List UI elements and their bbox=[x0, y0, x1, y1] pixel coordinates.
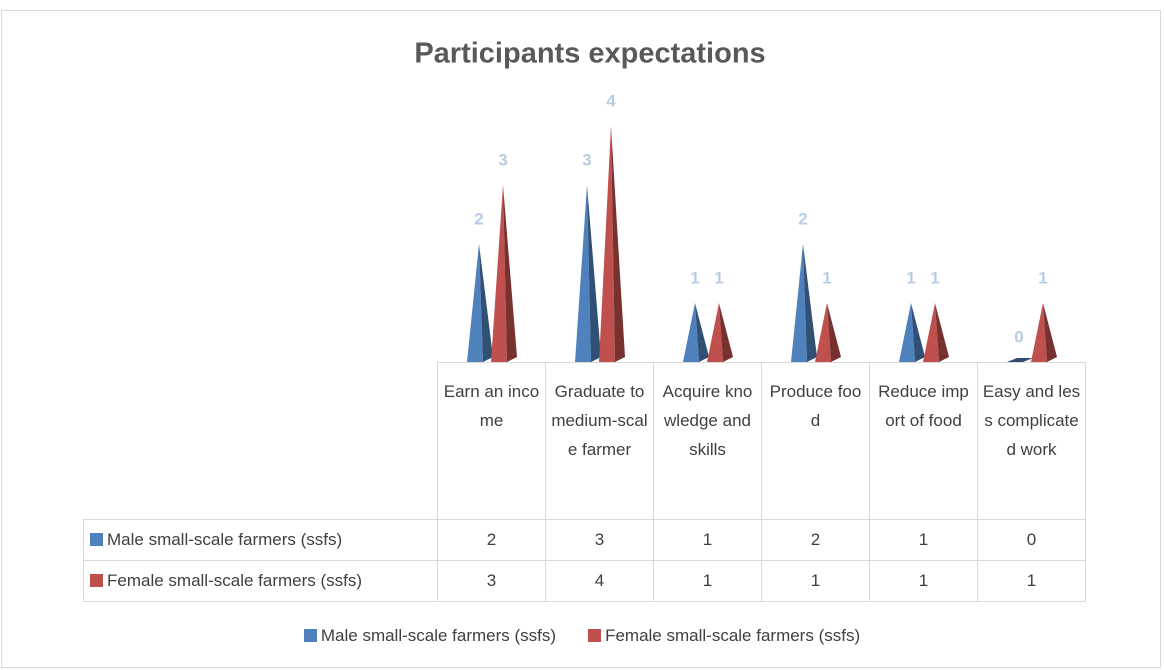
pyramid bbox=[575, 185, 601, 362]
legend-label: Female small-scale farmers (ssfs) bbox=[605, 626, 861, 645]
category-label: Graduate to medium-scale farmer bbox=[545, 362, 654, 520]
legend-swatch bbox=[588, 629, 602, 642]
pyramid-face bbox=[707, 303, 723, 362]
pyramid-face bbox=[467, 244, 483, 362]
pyramid bbox=[467, 244, 493, 362]
table-value: 4 bbox=[545, 560, 654, 602]
data-label: 1 bbox=[930, 268, 939, 287]
data-label: 2 bbox=[474, 209, 483, 228]
data-label: 1 bbox=[906, 268, 915, 287]
pyramid-side bbox=[479, 244, 493, 362]
table-value: 2 bbox=[761, 519, 870, 561]
data-label: 1 bbox=[1038, 268, 1047, 287]
category-label: Earn an income bbox=[437, 362, 546, 520]
pyramid bbox=[491, 185, 517, 362]
table-corner bbox=[83, 362, 438, 520]
data-label: 1 bbox=[690, 268, 699, 287]
pyramid bbox=[923, 303, 949, 362]
pyramid bbox=[1031, 303, 1057, 362]
table-row: Female small-scale farmers (ssfs) 3 4 1 1 1 1 bbox=[83, 560, 1086, 602]
pyramid bbox=[899, 303, 925, 362]
data-label: 3 bbox=[498, 150, 507, 169]
pyramid bbox=[815, 303, 841, 362]
pyramid-side bbox=[1043, 303, 1057, 362]
pyramid-face bbox=[683, 303, 699, 362]
pyramid-side bbox=[719, 303, 733, 362]
pyramid-face bbox=[815, 303, 831, 362]
pyramid-side bbox=[935, 303, 949, 362]
table-value: 3 bbox=[545, 519, 654, 561]
pyramid-face bbox=[923, 303, 939, 362]
pyramid-face bbox=[1007, 358, 1033, 362]
legend-label: Male small-scale farmers (ssfs) bbox=[320, 626, 557, 645]
table-value: 1 bbox=[653, 560, 762, 602]
table-header-row: Earn an income Graduate to medium-scale f… bbox=[83, 362, 1086, 520]
legend-item: Female small-scale farmers (ssfs) bbox=[588, 626, 860, 645]
pyramid-side bbox=[611, 126, 625, 362]
pyramid-side bbox=[695, 303, 709, 362]
legend-swatch bbox=[303, 629, 317, 642]
category-label: Reduce import of food bbox=[869, 362, 978, 520]
category-label: Acquire knowledge and skills bbox=[653, 362, 762, 520]
chart-title: Participants expectations bbox=[414, 38, 765, 70]
table-value: 1 bbox=[653, 519, 762, 561]
data-label: 3 bbox=[582, 150, 591, 169]
pyramid-side bbox=[503, 185, 517, 362]
table-value: 1 bbox=[869, 519, 978, 561]
category-label: Easy and less complicated work bbox=[977, 362, 1086, 520]
pyramid bbox=[599, 126, 625, 362]
category-label: Produce food bbox=[761, 362, 870, 520]
data-label: 2 bbox=[798, 209, 807, 228]
chart-frame bbox=[1, 10, 1161, 668]
data-label: 1 bbox=[714, 268, 723, 287]
data-label: 0 bbox=[1014, 327, 1023, 346]
pyramid-face bbox=[599, 126, 615, 362]
pyramid bbox=[791, 244, 817, 362]
table-value: 1 bbox=[977, 560, 1086, 602]
data-label: 4 bbox=[606, 91, 616, 110]
pyramid bbox=[1007, 358, 1033, 362]
pyramid-face bbox=[791, 244, 807, 362]
data-label: 1 bbox=[822, 268, 831, 287]
legend-item: Male small-scale farmers (ssfs) bbox=[303, 626, 557, 645]
pyramid-face bbox=[899, 303, 915, 362]
series-name: Female small-scale farmers (ssfs) bbox=[107, 571, 363, 590]
table-value: 1 bbox=[869, 560, 978, 602]
data-table: Earn an income Graduate to medium-scale f… bbox=[83, 362, 1086, 602]
pyramid-face bbox=[575, 185, 591, 362]
pyramid-face bbox=[1031, 303, 1047, 362]
pyramid-side bbox=[911, 303, 925, 362]
legend: Male small-scale farmers (ssfs) Female sm… bbox=[0, 626, 1164, 646]
table-value: 3 bbox=[437, 560, 546, 602]
pyramid-face bbox=[491, 185, 507, 362]
pyramid-side bbox=[803, 244, 817, 362]
pyramid-side bbox=[587, 185, 601, 362]
legend-swatch bbox=[90, 533, 103, 546]
pyramid-side bbox=[827, 303, 841, 362]
table-value: 0 bbox=[977, 519, 1086, 561]
series-cell: Male small-scale farmers (ssfs) bbox=[83, 519, 438, 561]
table-value: 1 bbox=[761, 560, 870, 602]
pyramid bbox=[683, 303, 709, 362]
table-value: 2 bbox=[437, 519, 546, 561]
series-name: Male small-scale farmers (ssfs) bbox=[107, 530, 343, 549]
table-row: Male small-scale farmers (ssfs) 2 3 1 2 1 0 bbox=[83, 519, 1086, 561]
series-cell: Female small-scale farmers (ssfs) bbox=[83, 560, 438, 602]
pyramid bbox=[707, 303, 733, 362]
legend-swatch bbox=[90, 574, 103, 587]
